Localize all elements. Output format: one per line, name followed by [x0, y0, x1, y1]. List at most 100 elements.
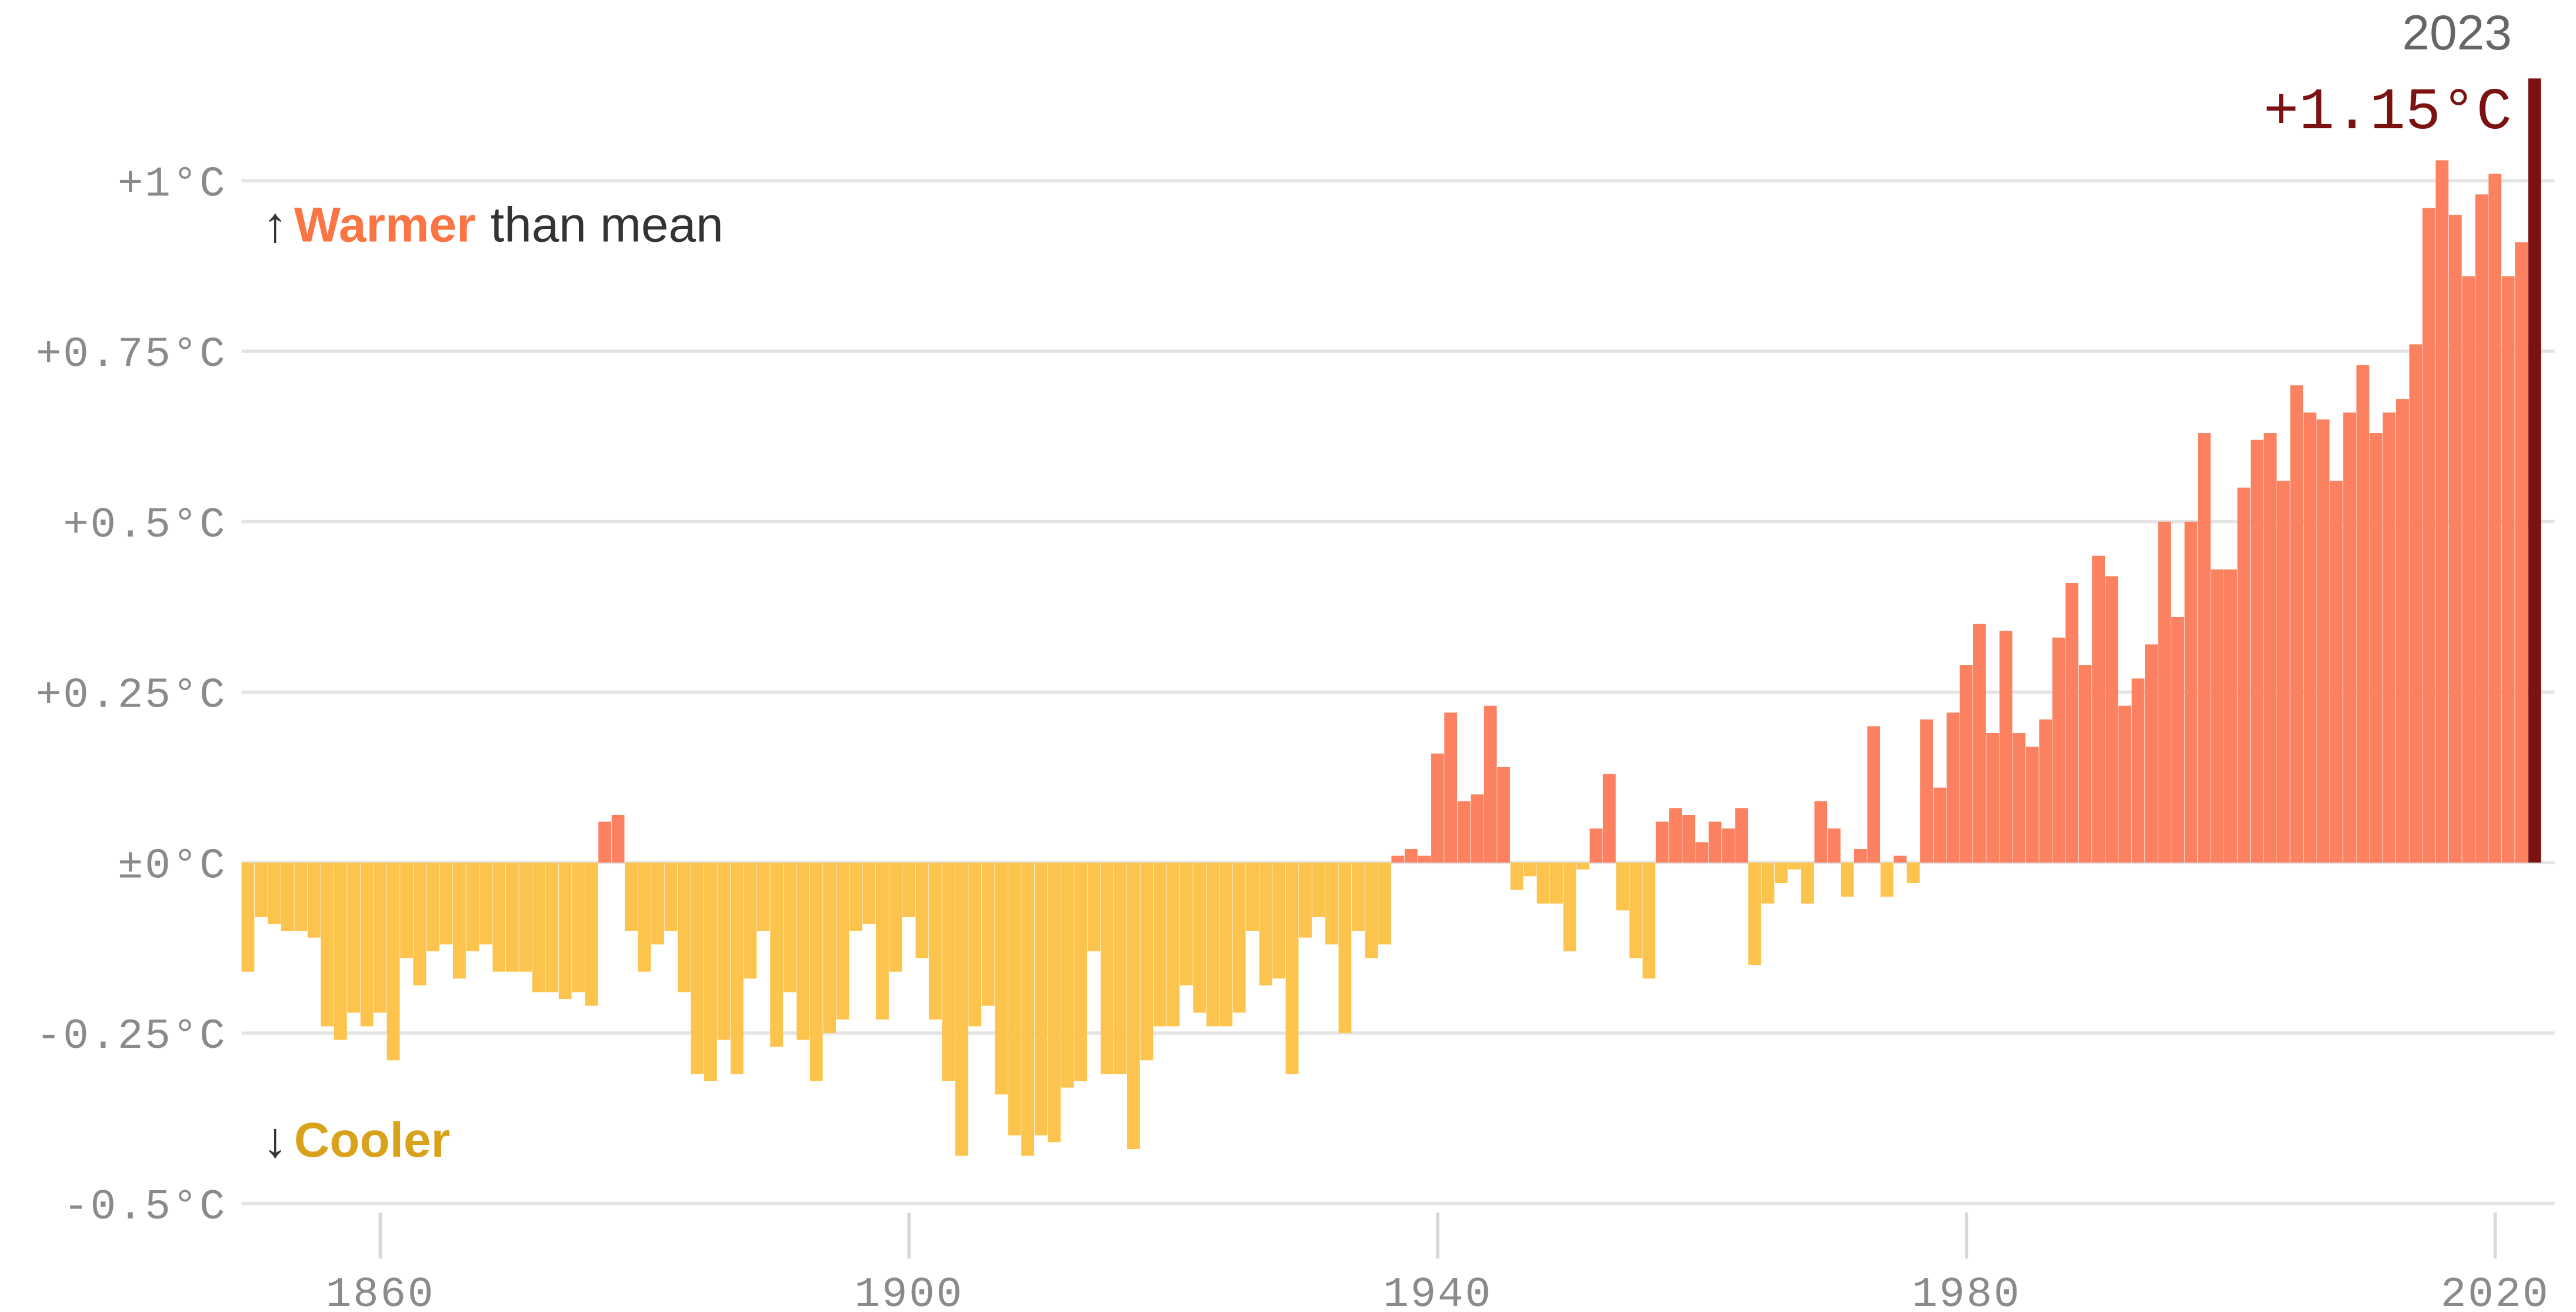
bar	[691, 863, 704, 1074]
bar	[294, 863, 308, 931]
bar	[876, 863, 889, 1020]
bar	[1061, 863, 1074, 1088]
bar	[968, 863, 982, 1027]
bar	[678, 863, 691, 993]
bar	[1153, 863, 1167, 1027]
y-tick-label: +0.5°C	[63, 501, 226, 550]
bar	[1642, 863, 1656, 979]
note-highlight: Warmer	[294, 197, 476, 252]
bar	[770, 863, 784, 1047]
bar	[255, 863, 268, 917]
bar	[1484, 705, 1497, 863]
bar	[1960, 665, 1973, 863]
bar	[1074, 863, 1087, 1081]
bar	[466, 863, 479, 951]
bar	[2171, 617, 2184, 863]
y-tick-label: -0.25°C	[36, 1013, 227, 1061]
bar	[2092, 555, 2105, 863]
bar	[479, 863, 492, 945]
bar	[360, 863, 374, 1027]
bar	[2370, 433, 2382, 863]
bar	[2515, 242, 2528, 863]
bar	[1431, 753, 1444, 863]
bar	[757, 863, 770, 931]
bar	[585, 863, 598, 1006]
bar	[2501, 276, 2515, 863]
bar	[1272, 863, 1285, 979]
bar	[730, 863, 744, 1074]
bar	[2396, 399, 2409, 863]
bar	[1193, 863, 1207, 1013]
bar	[836, 863, 849, 1020]
bar	[1351, 863, 1365, 931]
bar	[453, 863, 466, 979]
bar	[823, 863, 836, 1033]
bar	[889, 863, 902, 972]
bar	[2198, 433, 2211, 863]
bar	[1748, 863, 1761, 965]
bar	[532, 863, 545, 993]
highlight-year: 2023	[2402, 5, 2512, 60]
y-tick-label: -0.5°C	[63, 1183, 226, 1231]
bar	[2422, 208, 2435, 863]
bar	[1365, 863, 1378, 958]
bar	[1841, 863, 1854, 897]
y-tick-label: +0.75°C	[36, 331, 227, 379]
bar	[1510, 863, 1524, 890]
bar	[505, 863, 519, 972]
note-text: than mean	[491, 197, 724, 252]
bar	[1563, 863, 1577, 951]
bar	[1524, 863, 1537, 877]
bar	[849, 863, 862, 931]
bar	[1034, 863, 1048, 1135]
bar	[2211, 569, 2224, 863]
x-tick-label: 1980	[1912, 1271, 2021, 1312]
bar	[2158, 521, 2171, 863]
bar	[1471, 794, 1484, 863]
bar	[1285, 863, 1299, 1074]
bar	[413, 863, 426, 985]
bar	[1722, 828, 1735, 863]
bar	[1708, 821, 1722, 863]
bar	[1854, 849, 1867, 863]
bar	[1008, 863, 1021, 1135]
bar	[2105, 576, 2118, 863]
bar	[2065, 583, 2079, 863]
bar	[334, 863, 347, 1040]
bar	[2382, 412, 2396, 863]
bar	[995, 863, 1008, 1095]
bar	[955, 863, 968, 1156]
bar	[1418, 855, 1431, 863]
bar	[1378, 863, 1391, 945]
bar	[2184, 521, 2198, 863]
bar	[2250, 439, 2264, 863]
bar	[2052, 637, 2065, 863]
bar	[1801, 863, 1814, 904]
bar	[2528, 78, 2541, 863]
note-arrow: ↓	[263, 1112, 288, 1167]
bar	[2224, 569, 2237, 863]
bar	[2118, 705, 2131, 863]
value-label: +1.15°C	[2264, 79, 2512, 146]
bar	[519, 863, 532, 972]
bar	[981, 863, 995, 1006]
bar	[1695, 842, 1708, 863]
bar	[611, 815, 625, 863]
bar	[1986, 732, 2000, 863]
bar	[1391, 855, 1405, 863]
bar	[492, 863, 506, 972]
bar	[1761, 863, 1775, 904]
x-tick-label: 2020	[2441, 1271, 2550, 1312]
bar	[717, 863, 731, 1040]
bar	[1087, 863, 1101, 951]
bar	[307, 863, 321, 938]
bar	[2330, 481, 2343, 863]
bar	[1550, 863, 1563, 904]
bar	[321, 863, 334, 1027]
bar	[862, 863, 876, 924]
bar	[2475, 194, 2488, 863]
bar	[1894, 855, 1907, 863]
bar	[1655, 821, 1669, 863]
bar	[347, 863, 361, 1013]
bar	[374, 863, 387, 1013]
